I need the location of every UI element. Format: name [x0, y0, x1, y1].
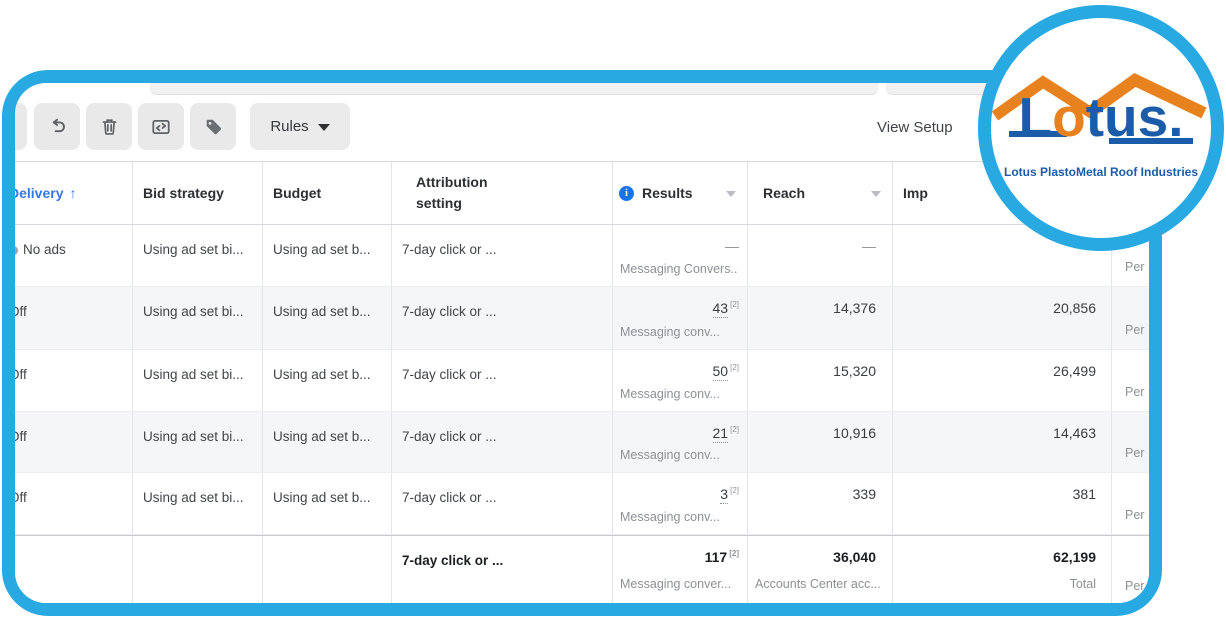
table-header-row: Delivery↑ Bid strategy Budget Attributio… — [15, 162, 1149, 225]
cost-per-result-label: Per — [1125, 508, 1145, 522]
delivery-status: No ads — [23, 242, 66, 257]
ads-manager-content: Rules View Setup Delivery↑ Bid strategy … — [15, 83, 1149, 603]
table-row: Off Using ad set bi... Using ad set b...… — [15, 287, 1149, 350]
sort-ascending-icon: ↑ — [69, 185, 77, 201]
attribution-setting: 7-day click or ... — [402, 367, 497, 382]
delete-button[interactable] — [86, 103, 132, 150]
attribution-setting-total: 7-day click or ... — [402, 553, 504, 568]
budget: Using ad set b... — [273, 490, 371, 505]
logo-tagline: Lotus PlastoMetal Roof Industries — [1003, 165, 1198, 179]
attribution-setting: 7-day click or ... — [402, 304, 497, 319]
results-total-value: 117 — [704, 549, 728, 565]
bid-strategy: Using ad set bi... — [143, 242, 244, 257]
budget: Using ad set b... — [273, 429, 371, 444]
tag-button[interactable] — [190, 103, 236, 150]
bid-strategy: Using ad set bi... — [143, 429, 244, 444]
budget: Using ad set b... — [273, 367, 371, 382]
table-row: Off Using ad set bi... Using ad set b...… — [15, 350, 1149, 412]
results-value[interactable]: 3 — [720, 486, 729, 504]
table-row: No ads Using ad set bi... Using ad set b… — [15, 225, 1149, 287]
results-value[interactable]: 50 — [712, 363, 729, 381]
undo-icon — [47, 116, 68, 137]
delivery-status: Off — [15, 490, 27, 505]
attribution-setting: 7-day click or ... — [402, 490, 497, 505]
results-metric-label: Messaging Convers.. — [620, 262, 738, 276]
undo-button[interactable] — [34, 103, 80, 150]
impressions-value: 381 — [1072, 486, 1096, 502]
reach-total-value: 36,040 — [833, 549, 876, 565]
cost-per-result-label: Per — [1125, 385, 1145, 399]
column-options-caret-icon[interactable] — [871, 191, 881, 197]
bid-strategy: Using ad set bi... — [143, 490, 244, 505]
cutoff-toolbar-button[interactable] — [15, 103, 27, 150]
footnote-marker: [2] — [729, 549, 739, 559]
search-bar-remnant — [150, 83, 878, 95]
delivery-status: Off — [15, 304, 27, 319]
reach-value: 14,376 — [833, 300, 876, 316]
footnote-marker: [2] — [730, 486, 739, 496]
impressions-total-value: 62,199 — [1053, 549, 1096, 565]
column-header-attribution-setting[interactable]: Attribution setting — [392, 162, 613, 224]
table-row: Off Using ad set bi... Using ad set b...… — [15, 412, 1149, 473]
reach-value: 10,916 — [833, 425, 876, 441]
bid-strategy: Using ad set bi... — [143, 367, 244, 382]
column-header-results[interactable]: i Results — [613, 162, 748, 224]
impressions-total-label: Total — [1069, 577, 1096, 591]
delivery-status: Off — [15, 429, 27, 444]
rules-dropdown[interactable]: Rules — [250, 103, 350, 150]
column-header-budget[interactable]: Budget — [263, 162, 392, 224]
attribution-setting: 7-day click or ... — [402, 242, 497, 257]
trash-icon — [99, 116, 120, 137]
results-value: — — [725, 238, 739, 254]
reach-value: 15,320 — [833, 363, 876, 379]
chevron-down-icon — [317, 124, 330, 131]
bid-strategy: Using ad set bi... — [143, 304, 244, 319]
cost-per-result-label: Per — [1125, 446, 1145, 460]
results-value[interactable]: 21 — [712, 425, 729, 443]
budget: Using ad set b... — [273, 242, 371, 257]
column-header-reach[interactable]: Reach — [748, 162, 893, 224]
impressions-value: 20,856 — [1053, 300, 1096, 316]
impressions-value: 14,463 — [1053, 425, 1096, 441]
tag-icon — [203, 116, 224, 137]
attribution-setting: 7-day click or ... — [402, 429, 497, 444]
results-metric-label: Messaging conv... — [620, 325, 720, 339]
table-totals-row: 7-day click or ... 117 [2] Messaging conv… — [15, 535, 1149, 603]
results-metric-label: Messaging conv... — [620, 510, 720, 524]
results-value[interactable]: 43 — [712, 300, 729, 318]
cost-per-result-label: Per — [1125, 579, 1145, 593]
preview-icon — [150, 116, 172, 138]
footnote-marker: [2] — [730, 363, 739, 373]
logo-o-orange: o — [1052, 86, 1086, 148]
footnote-marker: [2] — [730, 425, 739, 435]
company-logo-badge: Lotus. Lotus PlastoMetal Roof Industries — [978, 5, 1224, 251]
reach-value: — — [862, 238, 876, 254]
cost-per-result-label: Per — [1125, 323, 1145, 337]
column-options-caret-icon[interactable] — [726, 191, 736, 197]
rules-label: Rules — [270, 118, 309, 135]
delivery-status: Off — [15, 367, 27, 382]
column-header-delivery[interactable]: Delivery↑ — [15, 162, 133, 224]
ads-manager-frame: Rules View Setup Delivery↑ Bid strategy … — [2, 70, 1162, 616]
view-setup-toggle[interactable]: View Setup — [877, 119, 953, 136]
impressions-value: 26,499 — [1053, 363, 1096, 379]
table-row: Off Using ad set bi... Using ad set b...… — [15, 473, 1149, 535]
column-header-bid-strategy[interactable]: Bid strategy — [133, 162, 263, 224]
campaign-table: Delivery↑ Bid strategy Budget Attributio… — [15, 161, 1149, 603]
footnote-marker: [2] — [730, 300, 739, 310]
reach-value: 339 — [852, 486, 876, 502]
roof-icon — [991, 73, 1207, 144]
budget: Using ad set b... — [273, 304, 371, 319]
status-dot — [15, 246, 18, 255]
cost-per-result-label: Per — [1125, 260, 1145, 274]
reach-total-label: Accounts Center acc... — [755, 577, 881, 591]
results-metric-label: Messaging conv... — [620, 448, 720, 462]
logo-wordmark: Lotus. — [1018, 86, 1184, 148]
info-icon[interactable]: i — [619, 185, 634, 201]
results-metric-label: Messaging conv... — [620, 387, 720, 401]
preview-button[interactable] — [138, 103, 184, 150]
results-total-metric-label: Messaging conver... — [620, 577, 732, 591]
